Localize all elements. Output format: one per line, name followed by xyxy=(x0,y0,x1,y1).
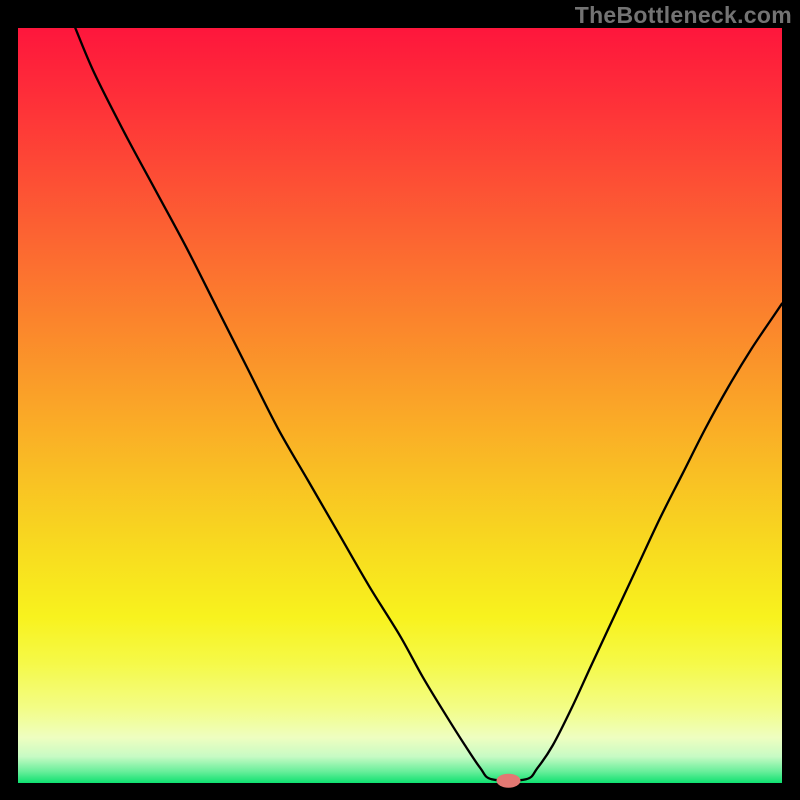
chart-container: TheBottleneck.com xyxy=(0,0,800,800)
watermark-text: TheBottleneck.com xyxy=(575,2,792,29)
minimum-marker xyxy=(496,774,520,788)
bottleneck-chart xyxy=(0,0,800,800)
plot-background xyxy=(18,28,782,783)
